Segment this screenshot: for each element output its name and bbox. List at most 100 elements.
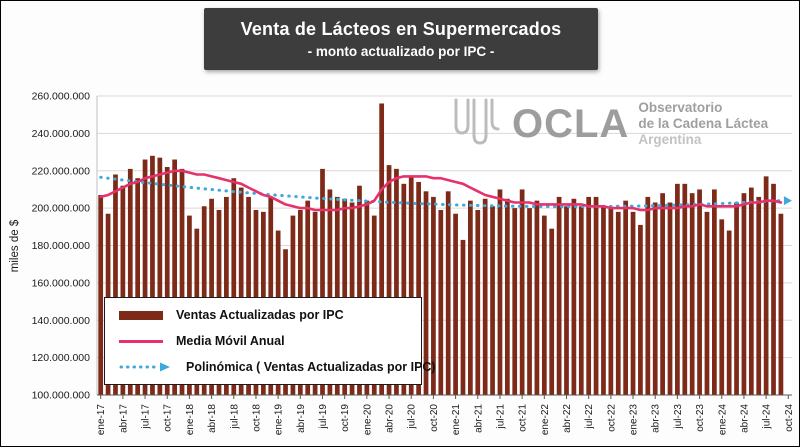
bar <box>504 198 510 395</box>
bar <box>771 183 776 395</box>
bar <box>120 185 126 395</box>
bar <box>142 159 148 395</box>
bar <box>601 206 606 395</box>
bar <box>157 157 163 395</box>
x-tick-label: jul-18 <box>229 404 240 430</box>
x-tick-label: jul-21 <box>495 404 506 430</box>
bar <box>357 185 362 395</box>
bar <box>431 196 436 395</box>
bar <box>224 196 229 395</box>
y-tick-label: 180.000.000 <box>32 240 91 252</box>
bar <box>416 181 421 395</box>
bar <box>408 176 414 395</box>
y-tick-label: 160.000.000 <box>32 277 91 289</box>
legend-label-polinomica: Polinómica ( Ventas Actualizadas por IPC… <box>186 360 436 374</box>
bar <box>763 176 769 395</box>
x-tick-label: jul-22 <box>584 404 595 430</box>
bar <box>756 196 762 395</box>
x-tick-label: oct-22 <box>606 404 617 432</box>
polynomial-trendline <box>99 175 783 209</box>
bar <box>534 200 540 395</box>
bar <box>238 187 244 395</box>
x-tick-label: oct-17 <box>163 404 174 432</box>
bar <box>549 228 555 395</box>
bar <box>445 191 451 395</box>
bar <box>127 168 133 395</box>
bar <box>386 165 392 395</box>
y-tick-label: 220.000.000 <box>32 165 91 177</box>
bar <box>593 196 599 395</box>
bar <box>660 193 665 395</box>
x-tick-label: abr-24 <box>739 404 750 433</box>
x-tick-label: oct-23 <box>695 404 706 432</box>
bar <box>460 239 466 395</box>
x-tick-label: ene-20 <box>362 404 373 436</box>
bar <box>741 193 747 395</box>
bar <box>268 196 274 395</box>
bar <box>379 103 385 395</box>
bar <box>113 174 118 395</box>
y-tick-label: 240.000.000 <box>32 128 91 140</box>
x-tick-label: ene-24 <box>717 404 728 436</box>
bar <box>320 168 325 395</box>
x-tick-label: oct-18 <box>251 404 262 432</box>
bar <box>497 189 503 395</box>
x-tick-label: abr-22 <box>562 404 573 433</box>
legend-label-media-movil: Media Móvil Anual <box>176 334 285 348</box>
x-tick-label: ene-23 <box>629 404 640 436</box>
x-tick-label: abr-18 <box>207 404 218 433</box>
x-tick-label: ene-19 <box>274 404 285 436</box>
x-tick-label: ene-18 <box>185 404 196 436</box>
bar <box>423 191 429 395</box>
legend-swatch-line <box>119 339 163 343</box>
chart-subtitle: - monto actualizado por IPC - <box>307 44 495 59</box>
bar <box>630 211 636 395</box>
bar <box>231 178 237 395</box>
bar <box>704 211 710 395</box>
bar <box>571 198 577 395</box>
bar <box>623 200 629 395</box>
x-tick-label: ene-22 <box>540 404 551 436</box>
x-tick-label: abr-21 <box>473 404 484 433</box>
bar <box>482 198 488 395</box>
bar <box>712 189 717 395</box>
bar <box>342 198 348 395</box>
x-tick-label: ene-17 <box>96 404 107 436</box>
legend-item-media-movil: Media Móvil Anual <box>119 334 407 348</box>
bar <box>135 178 141 395</box>
bar <box>453 213 458 395</box>
trendline-arrow-icon <box>783 196 792 206</box>
legend: Ventas Actualizadas por IPC Media Móvil … <box>104 297 436 385</box>
bar <box>394 168 399 395</box>
y-tick-label: 260.000.000 <box>32 91 91 103</box>
legend-swatch-trendline <box>119 362 170 372</box>
bar <box>334 196 340 395</box>
x-axis-labels: ene-17 abr-17 jul-17 oct-17 ene-18 abr-18 jul-… <box>96 395 795 435</box>
bar <box>608 208 614 396</box>
bar <box>615 211 621 395</box>
bar <box>475 209 481 395</box>
y-axis-labels: 100.000.000 120.000.000 140.000.000 160.000… <box>32 91 91 402</box>
bar <box>401 183 407 395</box>
bar <box>734 202 739 395</box>
bar <box>512 208 518 396</box>
bar <box>519 189 525 395</box>
bar <box>726 230 732 395</box>
bar <box>490 206 495 395</box>
x-tick-label: oct-19 <box>340 404 351 432</box>
y-tick-label: 140.000.000 <box>32 315 91 327</box>
y-tick-label: 200.000.000 <box>32 203 91 215</box>
y-tick-label: 120.000.000 <box>32 352 91 364</box>
bar <box>778 213 784 395</box>
bar <box>150 155 155 395</box>
chart-title-box: Venta de Lácteos en Supermercados - mont… <box>204 8 598 70</box>
chart-title: Venta de Lácteos en Supermercados <box>240 19 562 39</box>
legend-item-polinomica: Polinómica ( Ventas Actualizadas por IPC… <box>119 360 436 374</box>
bar <box>172 159 177 395</box>
legend-item-ventas: Ventas Actualizadas por IPC <box>119 308 407 322</box>
bar <box>438 209 444 395</box>
legend-label-ventas: Ventas Actualizadas por IPC <box>176 308 344 322</box>
bar <box>179 168 185 395</box>
legend-swatch-bars <box>119 310 163 320</box>
